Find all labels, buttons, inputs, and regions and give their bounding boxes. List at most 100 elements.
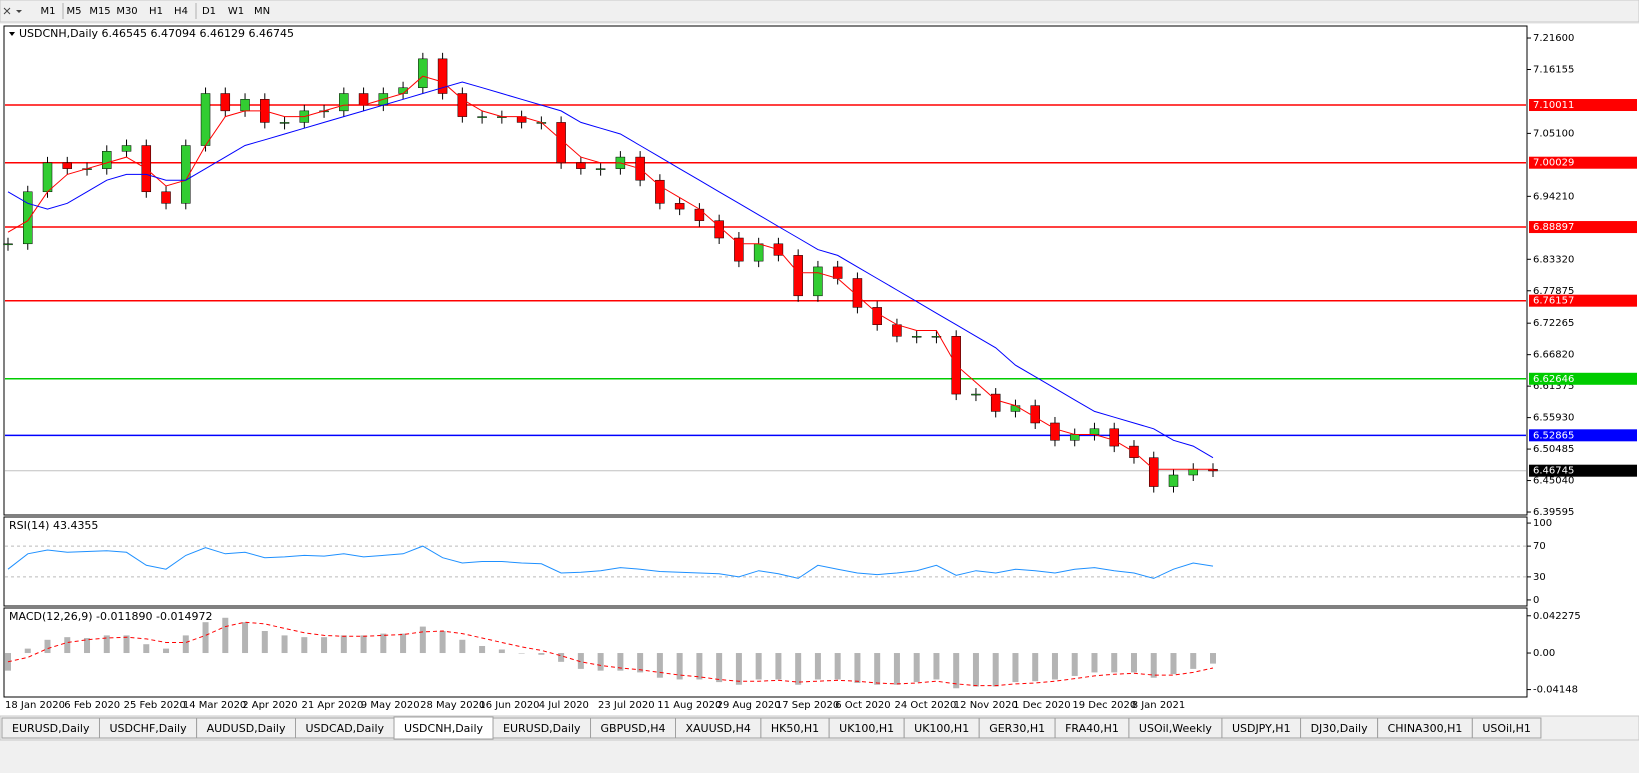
- y-tick-label: 6.50485: [1533, 444, 1574, 455]
- macd-bar: [696, 653, 703, 680]
- macd-bar: [874, 653, 881, 685]
- level-label: 6.52865: [1533, 430, 1574, 441]
- macd-bar: [479, 645, 486, 654]
- main-title: USDCNH,Daily 6.46545 6.47094 6.46129 6.4…: [19, 27, 294, 40]
- macd-bar: [281, 635, 288, 654]
- chart-tab-label[interactable]: USDJPY,H1: [1232, 722, 1291, 735]
- macd-bar: [261, 630, 268, 654]
- timeframe-button[interactable]: M30: [116, 6, 137, 17]
- macd-bar: [716, 653, 723, 683]
- macd-bar: [933, 653, 940, 680]
- timeframe-button[interactable]: D1: [202, 6, 216, 17]
- x-tick-label: 4 Jul 2020: [539, 700, 589, 711]
- chart-tab-label[interactable]: GER30,H1: [989, 722, 1045, 735]
- y-tick-label: 0.042275: [1533, 611, 1581, 622]
- macd-bar: [419, 626, 426, 654]
- candle: [3, 243, 13, 246]
- timeframe-button[interactable]: H4: [174, 6, 188, 17]
- candle: [240, 99, 250, 112]
- candle: [1069, 434, 1080, 441]
- timeframe-button[interactable]: MN: [254, 6, 270, 17]
- y-tick-label: 6.83320: [1533, 254, 1574, 265]
- candle: [911, 336, 922, 338]
- macd-bar: [143, 644, 150, 654]
- macd-bar: [222, 617, 229, 654]
- timeframe-button[interactable]: W1: [228, 6, 244, 17]
- candle: [1168, 474, 1179, 487]
- candle: [576, 162, 586, 169]
- macd-bar: [518, 653, 525, 654]
- macd-bar: [44, 639, 51, 654]
- chart-tab-label[interactable]: DJ30,Daily: [1311, 722, 1369, 735]
- macd-bar: [913, 653, 920, 683]
- ma-slow: [7, 81, 1214, 459]
- macd-bar: [597, 653, 604, 671]
- macd-bar: [380, 633, 387, 654]
- x-tick-label: 2 Apr 2020: [242, 700, 297, 711]
- timeframe-button[interactable]: H1: [149, 6, 163, 17]
- candle: [556, 122, 566, 164]
- toolbar-icon[interactable]: [3, 7, 11, 15]
- y-tick-label: -0.04148: [1533, 685, 1578, 696]
- y-tick-label: 7.05100: [1533, 128, 1574, 139]
- level-label: 6.46745: [1533, 466, 1574, 477]
- candle: [793, 255, 803, 297]
- macd-panel: [3, 607, 1528, 698]
- chart-tab-label[interactable]: HK50,H1: [771, 722, 819, 735]
- chart-tab[interactable]: [1471, 717, 1542, 739]
- macd-bar: [735, 653, 742, 685]
- chart-tab-label[interactable]: USOil,Weekly: [1139, 722, 1212, 735]
- y-tick-label: 6.39595: [1533, 507, 1574, 518]
- main-panel: [3, 25, 1528, 516]
- timeframe-button[interactable]: M15: [89, 6, 110, 17]
- macd-bar: [439, 630, 446, 654]
- macd-bar: [1170, 653, 1177, 675]
- macd-bar: [637, 653, 644, 673]
- macd-bar: [577, 653, 584, 669]
- chart-tab-label[interactable]: CHINA300,H1: [1388, 722, 1463, 735]
- macd-bar: [498, 649, 505, 654]
- panel-menu-arrow[interactable]: [9, 32, 15, 36]
- macd-bar: [617, 653, 624, 671]
- toolbar: [0, 0, 1639, 23]
- macd-bar: [1071, 653, 1078, 676]
- chart-tab-label[interactable]: GBPUSD,H4: [601, 722, 666, 735]
- x-tick-label: 28 May 2020: [420, 700, 485, 711]
- chart-tab-label[interactable]: UK100,H1: [914, 722, 969, 735]
- candle: [339, 93, 349, 112]
- chart-tab-label[interactable]: USDCNH,Daily: [404, 722, 484, 735]
- macd-bar: [1032, 653, 1039, 682]
- candle: [42, 162, 53, 193]
- y-tick-label: 6.55930: [1533, 413, 1574, 424]
- chart-tab-label[interactable]: EURUSD,Daily: [503, 722, 581, 735]
- chart-tab-label[interactable]: FRA40,H1: [1065, 722, 1119, 735]
- chart-tab-label[interactable]: USDCAD,Daily: [306, 722, 385, 735]
- level-label-bg: [1529, 429, 1637, 442]
- x-tick-label: 9 May 2020: [361, 700, 420, 711]
- x-tick-label: 25 Feb 2020: [124, 700, 186, 711]
- candle: [477, 116, 487, 118]
- chart-tab-label[interactable]: USDCHF,Daily: [109, 722, 187, 735]
- chart-tab-label[interactable]: AUDUSD,Daily: [207, 722, 286, 735]
- macd-bar: [202, 622, 209, 654]
- macd-bar: [1051, 653, 1058, 680]
- macd-bar: [64, 637, 71, 654]
- chart-tab-label[interactable]: XAUUSD,H4: [686, 722, 751, 735]
- macd-bar: [834, 653, 841, 680]
- candle: [181, 145, 191, 204]
- level-label-bg: [1529, 221, 1637, 234]
- chart-tab-label[interactable]: USOil,H1: [1482, 722, 1531, 735]
- x-tick-label: 6 Feb 2020: [64, 700, 120, 711]
- chart-tab-label[interactable]: EURUSD,Daily: [12, 722, 90, 735]
- timeframe-button[interactable]: M5: [67, 6, 82, 17]
- candle: [437, 58, 448, 94]
- candle: [1109, 428, 1119, 447]
- macd-bar: [1012, 653, 1019, 683]
- candle: [655, 179, 665, 204]
- timeframe-button[interactable]: M1: [41, 6, 56, 17]
- toolbar-dropdown[interactable]: [16, 10, 22, 13]
- candle: [753, 243, 764, 262]
- chart-tab-label[interactable]: UK100,H1: [839, 722, 894, 735]
- macd-bar: [459, 639, 466, 654]
- macd-bar: [340, 635, 347, 654]
